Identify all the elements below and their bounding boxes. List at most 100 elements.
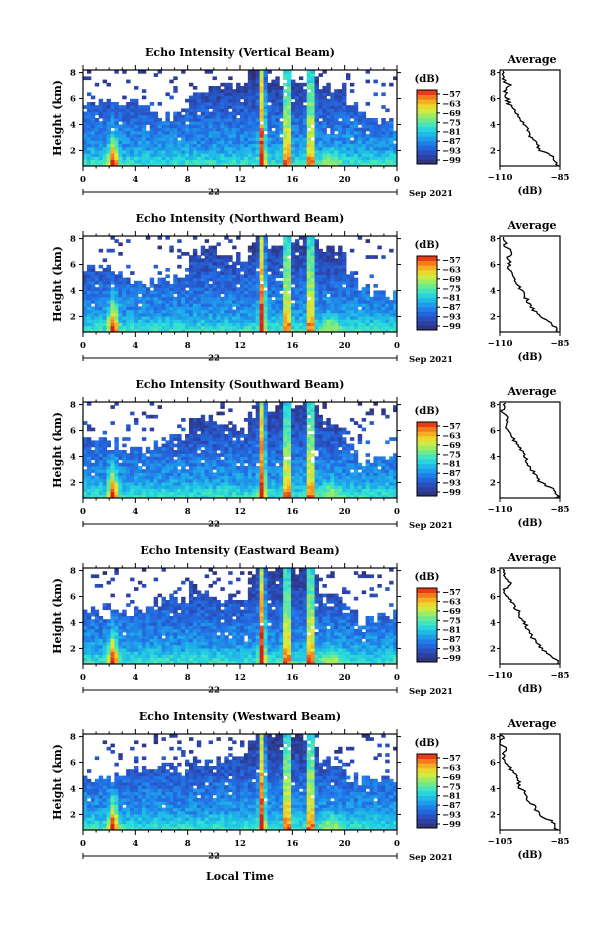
heat-cell	[283, 102, 287, 106]
heat-cell	[299, 303, 303, 307]
profile-x-tick-label: −85	[551, 173, 570, 183]
heat-cell	[107, 476, 111, 480]
heat-cell	[267, 86, 271, 90]
heat-cell	[103, 281, 107, 285]
heat-cell	[260, 265, 264, 269]
heat-cell	[158, 316, 162, 320]
heat-cell	[256, 118, 260, 122]
heat-cell	[260, 488, 264, 492]
heat-cell	[107, 83, 111, 87]
heat-cell	[315, 316, 319, 320]
heat-cell	[319, 134, 323, 138]
heat-cell	[326, 265, 330, 269]
heat-cell	[216, 453, 220, 457]
heat-cell	[319, 322, 323, 326]
heat-cell	[193, 115, 197, 119]
heat-cell	[197, 268, 201, 272]
heat-cell	[307, 303, 311, 307]
heat-cell	[236, 134, 240, 138]
heat-cell	[377, 160, 381, 164]
heat-cell	[252, 150, 256, 154]
heat-cell	[342, 319, 346, 323]
heat-cell	[252, 249, 256, 253]
heat-cell	[319, 316, 323, 320]
heat-cell	[260, 271, 264, 275]
heat-cell	[275, 424, 279, 428]
heat-cell	[173, 306, 177, 310]
heat-cell	[158, 278, 162, 282]
heat-cell	[287, 322, 291, 326]
heat-cell	[256, 437, 260, 441]
heat-cell	[271, 421, 275, 425]
heat-cell	[201, 434, 205, 438]
heat-cell	[248, 463, 252, 467]
heat-cell	[91, 326, 95, 330]
heat-cell	[107, 482, 111, 486]
heat-cell	[334, 99, 338, 103]
heat-cell	[275, 472, 279, 476]
heat-cell	[322, 271, 326, 275]
heat-cell	[134, 137, 138, 141]
heat-cell	[110, 287, 114, 291]
heat-cell	[252, 128, 256, 132]
heat-cell	[322, 160, 326, 164]
heat-cell	[209, 424, 213, 428]
heat-cell	[138, 156, 142, 160]
heat-cell	[107, 268, 111, 272]
heat-cell	[366, 303, 370, 307]
heat-cell	[162, 326, 166, 330]
heat-cell	[158, 284, 162, 288]
heat-cell	[381, 124, 385, 128]
heat-cell	[322, 150, 326, 154]
heat-cell	[142, 300, 146, 304]
heat-cell	[252, 469, 256, 473]
heat-cell	[83, 456, 87, 460]
heat-cell	[279, 450, 283, 454]
heat-cell	[213, 115, 217, 119]
heat-cell	[275, 453, 279, 457]
heat-cell	[232, 469, 236, 473]
heat-cell	[114, 153, 118, 157]
heat-cell	[91, 112, 95, 116]
heat-cell	[303, 242, 307, 246]
heat-cell	[193, 252, 197, 256]
colorbar-step	[417, 321, 437, 326]
heat-cell	[87, 102, 91, 106]
heat-cell	[201, 105, 205, 109]
heat-cell	[252, 80, 256, 84]
heat-cell	[315, 144, 319, 148]
heat-cell	[252, 476, 256, 480]
heat-cell	[224, 147, 228, 151]
heat-cell	[244, 83, 248, 87]
heat-cell	[189, 134, 193, 138]
heat-cell	[177, 118, 181, 122]
heat-cell	[173, 86, 177, 90]
heat-cell	[322, 121, 326, 125]
heat-cell	[193, 316, 197, 320]
heat-cell	[173, 287, 177, 291]
heat-cell	[193, 290, 197, 294]
heat-cell	[248, 313, 252, 317]
heat-cell	[173, 124, 177, 128]
heat-cell	[295, 488, 299, 492]
heat-cell	[260, 274, 264, 278]
heat-cell	[279, 137, 283, 141]
heat-cell	[338, 294, 342, 298]
heat-cell	[150, 485, 154, 489]
heat-cell	[232, 92, 236, 96]
heat-cell	[154, 326, 158, 330]
heat-cell	[177, 444, 181, 448]
heat-cell	[373, 297, 377, 301]
heat-cell	[315, 284, 319, 288]
heat-cell	[87, 108, 91, 112]
heat-cell	[83, 319, 87, 323]
heat-cell	[264, 274, 268, 278]
heat-cell	[91, 278, 95, 282]
heat-cell	[107, 121, 111, 125]
heat-cell	[83, 463, 87, 467]
heat-cell	[240, 450, 244, 454]
heat-cell	[287, 479, 291, 483]
heat-cell	[303, 306, 307, 310]
heat-cell	[205, 153, 209, 157]
heat-cell	[330, 300, 334, 304]
